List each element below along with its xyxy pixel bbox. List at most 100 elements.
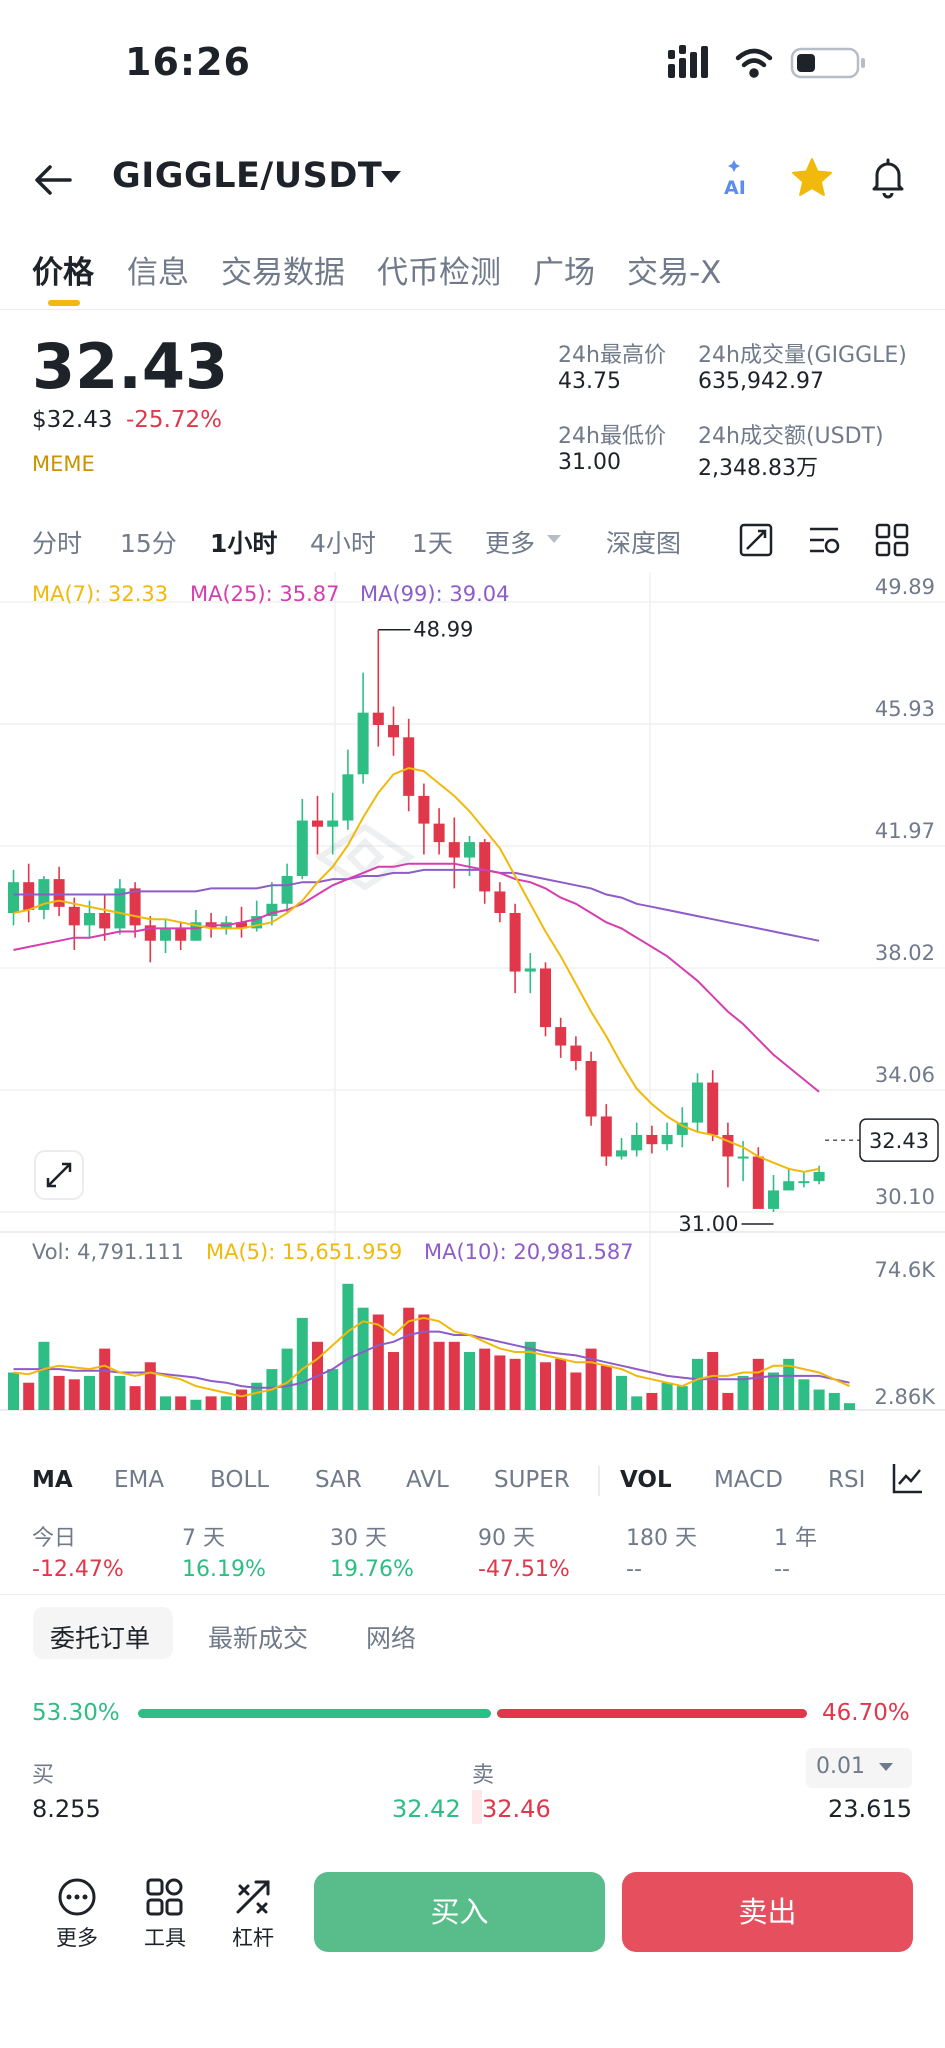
change-percent: -25.72% bbox=[126, 407, 222, 433]
tab-trade-x[interactable]: 交易-X bbox=[627, 255, 722, 291]
vol-ma10-line bbox=[13, 1330, 850, 1389]
layout-grid-icon[interactable] bbox=[874, 522, 910, 558]
period-value: -- bbox=[626, 1557, 642, 1582]
sell-button[interactable]: 卖出 bbox=[622, 1872, 913, 1952]
volume-bar bbox=[84, 1375, 95, 1410]
interval-1d[interactable]: 1天 bbox=[412, 529, 453, 558]
candle-body bbox=[737, 1156, 749, 1159]
indicator-avl[interactable]: AVL bbox=[406, 1467, 449, 1493]
volume-base-label: 24h成交量(GIGGLE) bbox=[698, 343, 907, 368]
volume-bar bbox=[68, 1379, 80, 1410]
period-label: 1 年 bbox=[774, 1526, 817, 1551]
indicator-sar[interactable]: SAR bbox=[315, 1467, 362, 1493]
period-value: 16.19% bbox=[182, 1557, 266, 1582]
usd-price: $32.43 bbox=[32, 407, 113, 433]
tools-icon[interactable] bbox=[144, 1876, 186, 1918]
low-value: 31.00 bbox=[558, 450, 621, 475]
indicator-ema[interactable]: EMA bbox=[114, 1467, 165, 1493]
category-tag[interactable]: MEME bbox=[32, 452, 95, 476]
status-icons bbox=[668, 45, 865, 79]
candlestick-chart[interactable]: 49.89 45.93 41.97 38.02 34.06 30.10 48.99 31.00… bbox=[0, 572, 945, 1420]
volume-bar bbox=[448, 1341, 460, 1410]
chart-settings-icon[interactable] bbox=[738, 522, 774, 558]
candle-body bbox=[752, 1156, 764, 1209]
y-tick-label: 38.02 bbox=[875, 941, 935, 965]
star-icon[interactable] bbox=[790, 156, 834, 200]
volume-bar bbox=[722, 1392, 734, 1410]
ai-icon[interactable]: AI bbox=[720, 158, 760, 200]
candle-body bbox=[646, 1134, 658, 1145]
volume-bar bbox=[616, 1375, 627, 1410]
leverage-label[interactable]: 杠杆 bbox=[232, 1926, 274, 1950]
pair-title[interactable]: GIGGLE/USDT bbox=[112, 156, 383, 196]
candle-body bbox=[388, 724, 399, 738]
indicator-super[interactable]: SUPER bbox=[494, 1467, 570, 1493]
volume-bar bbox=[175, 1396, 187, 1410]
candle-body bbox=[160, 928, 171, 941]
last-price: 32.43 bbox=[32, 330, 229, 403]
indicator-vol[interactable]: VOL bbox=[620, 1467, 672, 1493]
tab-network[interactable]: 网络 bbox=[366, 1624, 417, 1653]
indicator-boll[interactable]: BOLL bbox=[210, 1467, 270, 1493]
buy-button[interactable]: 买入 bbox=[314, 1872, 605, 1952]
candle-body bbox=[555, 1027, 567, 1046]
y-tick-label: 41.97 bbox=[875, 819, 935, 843]
candle-body bbox=[464, 842, 475, 858]
volume-bar bbox=[524, 1341, 536, 1410]
candle-body bbox=[433, 823, 445, 843]
volume-bar bbox=[372, 1314, 384, 1410]
tools-label[interactable]: 工具 bbox=[144, 1926, 186, 1950]
volume-bar bbox=[403, 1307, 415, 1410]
tab-recent-trades[interactable]: 最新成交 bbox=[208, 1624, 309, 1653]
interval-1h[interactable]: 1小时 bbox=[210, 529, 278, 558]
indicator-ma[interactable]: MA bbox=[32, 1467, 73, 1493]
ask-price[interactable]: 32.46 bbox=[482, 1795, 551, 1823]
bid-column-label: 买 bbox=[32, 1763, 55, 1788]
tab-square[interactable]: 广场 bbox=[533, 255, 595, 291]
volume-bar bbox=[555, 1358, 567, 1410]
interval-4h[interactable]: 4小时 bbox=[310, 529, 376, 558]
indicator-rsi[interactable]: RSI bbox=[828, 1467, 866, 1493]
vol-tick-label: 2.86K bbox=[874, 1385, 936, 1409]
bell-icon[interactable] bbox=[866, 156, 910, 200]
volume-bar bbox=[236, 1389, 247, 1410]
candle-body bbox=[175, 928, 187, 941]
period-value: -- bbox=[774, 1557, 790, 1582]
chevron-down-icon[interactable] bbox=[878, 1762, 894, 1772]
indicator-macd[interactable]: MACD bbox=[714, 1467, 783, 1493]
tab-price[interactable]: 价格 bbox=[32, 255, 94, 291]
volume-bar bbox=[8, 1372, 19, 1410]
interval-depth[interactable]: 深度图 bbox=[606, 529, 682, 558]
more-icon[interactable] bbox=[56, 1876, 98, 1918]
leverage-icon[interactable] bbox=[232, 1876, 274, 1918]
candle-body bbox=[144, 925, 156, 941]
tab-token-check[interactable]: 代币检测 bbox=[377, 255, 501, 291]
vol-ma5-legend: MA(5): 15,651.959 bbox=[206, 1240, 403, 1264]
indicator-chart-icon[interactable] bbox=[890, 1460, 926, 1496]
bid-price[interactable]: 32.42 bbox=[392, 1795, 461, 1823]
period-label: 30 天 bbox=[330, 1526, 387, 1551]
tab-orderbook[interactable]: 委托订单 bbox=[50, 1624, 151, 1653]
candle-body bbox=[342, 774, 354, 821]
volume-bar bbox=[190, 1399, 202, 1410]
expand-chart-icon[interactable] bbox=[34, 1150, 84, 1200]
svg-text:AI: AI bbox=[724, 177, 746, 199]
candle-body bbox=[403, 737, 415, 796]
back-arrow-icon[interactable] bbox=[30, 155, 80, 205]
interval-15m[interactable]: 15分 bbox=[120, 529, 177, 558]
tab-info[interactable]: 信息 bbox=[127, 255, 189, 291]
interval-more[interactable]: 更多 bbox=[485, 529, 536, 558]
more-label[interactable]: 更多 bbox=[56, 1926, 98, 1950]
chevron-down-icon[interactable] bbox=[546, 534, 562, 544]
candle-body bbox=[524, 968, 536, 972]
tab-trading-data[interactable]: 交易数据 bbox=[221, 255, 345, 291]
indicator-icon[interactable] bbox=[806, 522, 842, 558]
chevron-down-icon[interactable] bbox=[380, 170, 402, 184]
volume-bar bbox=[707, 1352, 719, 1410]
candle-body bbox=[23, 882, 35, 910]
precision-select[interactable]: 0.01 bbox=[806, 1748, 912, 1788]
high-price-label: 48.99 bbox=[413, 618, 473, 642]
ma7-line bbox=[13, 767, 820, 1173]
interval-line[interactable]: 分时 bbox=[32, 529, 83, 558]
volume-bar bbox=[844, 1403, 855, 1410]
